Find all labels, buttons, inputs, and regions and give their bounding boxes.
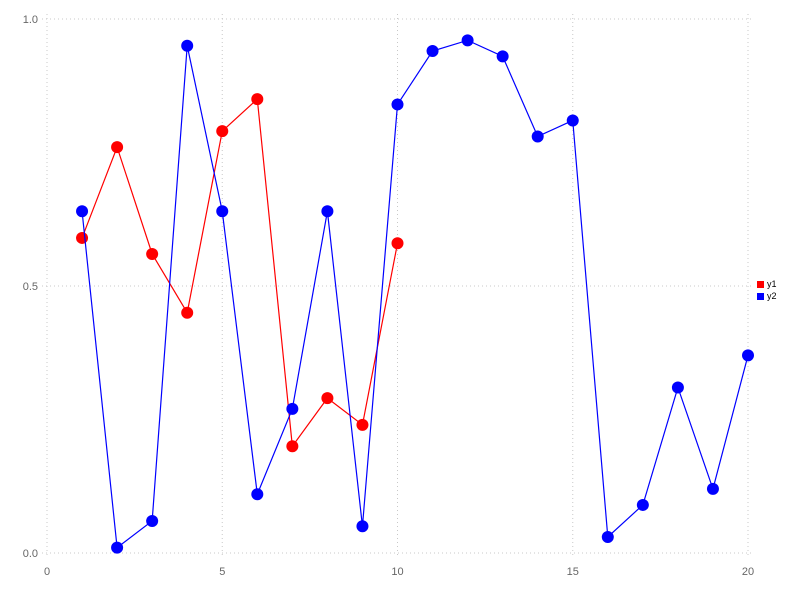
data-point-y1	[391, 237, 404, 250]
legend-item-y1: y1	[757, 279, 777, 289]
data-point-y1	[146, 247, 159, 260]
legend-swatch-y1	[757, 280, 764, 288]
x-tick-label: 0	[44, 566, 50, 578]
x-tick-label: 15	[567, 566, 579, 578]
data-point-y1	[181, 306, 194, 319]
data-point-y1	[251, 93, 264, 106]
data-point-y2	[356, 520, 369, 533]
data-point-y1	[111, 141, 124, 154]
data-point-y2	[566, 114, 579, 127]
legend-label: y2	[767, 291, 777, 301]
x-tick-label: 20	[742, 566, 754, 578]
data-point-y2	[181, 39, 194, 52]
y-tick-label: 0.5	[23, 281, 38, 293]
data-point-y2	[636, 498, 649, 511]
data-point-y2	[76, 205, 89, 218]
data-point-y2	[216, 205, 229, 218]
data-point-y2	[426, 45, 439, 58]
data-point-y2	[111, 541, 124, 554]
data-point-y2	[601, 530, 614, 543]
legend: y1 y2	[757, 279, 777, 301]
data-point-y2	[146, 514, 159, 527]
data-point-y2	[321, 205, 334, 218]
data-point-y2	[742, 349, 754, 362]
data-point-y2	[286, 402, 299, 415]
legend-swatch-y2	[757, 292, 764, 300]
legend-item-y2: y2	[757, 291, 777, 301]
data-point-y2	[251, 488, 264, 501]
data-point-y2	[671, 381, 684, 394]
series-line-y1	[81, 97, 399, 448]
y-tick-label: 0.0	[23, 548, 38, 560]
data-point-y1	[321, 392, 334, 405]
data-point-y1	[76, 231, 89, 244]
legend-label: y1	[767, 279, 777, 289]
data-point-y1	[286, 440, 299, 453]
y-tick-label: 1.0	[23, 14, 38, 26]
data-point-y2	[531, 130, 544, 143]
series-line-y2	[81, 39, 749, 549]
x-tick-label: 5	[219, 566, 225, 578]
data-point-y2	[391, 98, 404, 111]
data-point-y1	[356, 418, 369, 431]
data-point-y1	[216, 125, 229, 138]
data-point-y2	[706, 482, 719, 495]
data-point-y2	[461, 34, 474, 47]
x-tick-label: 10	[391, 566, 403, 578]
data-point-y2	[496, 50, 509, 63]
